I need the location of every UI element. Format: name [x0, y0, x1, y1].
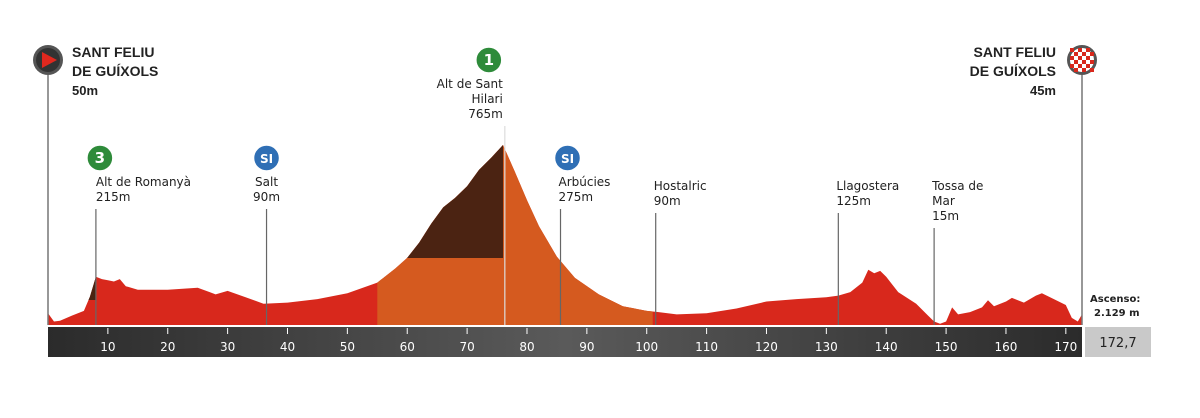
- badge-label: 3: [95, 149, 105, 167]
- x-tick-label: 140: [875, 340, 898, 354]
- badge-label: SI: [561, 152, 574, 166]
- profile-area-categorized-climb: [395, 145, 504, 258]
- waypoint-label: Tossa de: [931, 179, 983, 193]
- start-name-2: DE GUÍXOLS: [72, 63, 158, 79]
- badge-label: 1: [484, 51, 494, 69]
- x-tick-label: 130: [815, 340, 838, 354]
- x-tick-label: 40: [280, 340, 295, 354]
- x-tick-label: 170: [1054, 340, 1077, 354]
- badge-label: SI: [260, 152, 273, 166]
- finish-name-1: SANT FELIU: [974, 44, 1056, 60]
- waypoint-label: 765m: [468, 107, 503, 121]
- intermediate-sprint-badge-icon: SI: [252, 144, 281, 172]
- x-tick-label: 20: [160, 340, 175, 354]
- start-flag-icon: [33, 45, 63, 75]
- waypoint-label: Mar: [932, 194, 955, 208]
- start-name-1: SANT FELIU: [72, 44, 154, 60]
- waypoint-label: 90m: [253, 190, 280, 204]
- waypoint-label: 15m: [932, 209, 959, 223]
- waypoint-label: Arbúcies: [559, 175, 611, 189]
- total-distance-label: 172,7: [1099, 336, 1136, 351]
- x-tick-label: 120: [755, 340, 778, 354]
- mountain-category-badge-icon: 3: [86, 144, 114, 172]
- waypoint-label: 125m: [836, 194, 871, 208]
- intermediate-sprint-badge-icon: SI: [553, 144, 582, 172]
- x-tick-label: 80: [519, 340, 534, 354]
- x-tick-label: 10: [100, 340, 115, 354]
- x-tick-label: 160: [995, 340, 1018, 354]
- x-tick-label: 70: [459, 340, 474, 354]
- x-tick-label: 100: [635, 340, 658, 354]
- x-tick-label: 90: [579, 340, 594, 354]
- waypoint-label: Alt de Romanyà: [96, 175, 191, 189]
- x-axis-ticks: 10 20 30 40 50 60 70 80 90 100 110 120 130 140 150 160 1…: [100, 328, 1077, 354]
- start-elevation: 50m: [72, 83, 98, 98]
- x-tick-label: 30: [220, 340, 235, 354]
- waypoint-label: 215m: [96, 190, 131, 204]
- waypoint-label: Hostalric: [654, 179, 707, 193]
- distance-axis-bar: [48, 327, 1082, 357]
- waypoint-label: Salt: [255, 175, 278, 189]
- waypoint-label: 275m: [559, 190, 594, 204]
- x-tick-label: 110: [695, 340, 718, 354]
- ascent-value: 2.129 m: [1094, 308, 1140, 319]
- mountain-category-badge-icon: 1: [475, 46, 503, 74]
- waypoint-label: Hilari: [472, 92, 503, 106]
- checkered-finish-icon: [1067, 45, 1097, 75]
- finish-name-2: DE GUÍXOLS: [970, 63, 1056, 79]
- finish-elevation: 45m: [1030, 83, 1056, 98]
- waypoint-label: 90m: [654, 194, 681, 208]
- waypoint-label: Alt de Sant: [437, 77, 503, 91]
- total-distance-box: [1085, 327, 1151, 357]
- profile-area-climb-zone: [377, 145, 653, 325]
- x-tick-label: 50: [340, 340, 355, 354]
- ascent-label: Ascenso:: [1090, 294, 1140, 305]
- waypoint-label: Llagostera: [836, 179, 899, 193]
- x-tick-label: 150: [935, 340, 958, 354]
- x-tick-label: 60: [400, 340, 415, 354]
